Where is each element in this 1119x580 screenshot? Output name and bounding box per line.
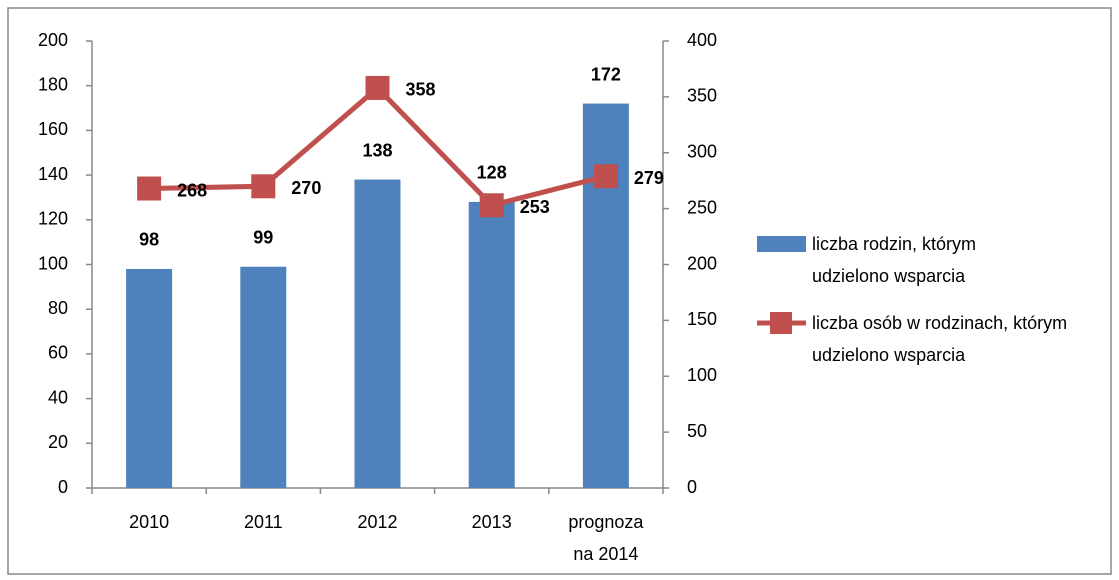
data-label: 358 [406,80,436,100]
y-tick-label: 160 [38,119,68,139]
bar [468,201,515,489]
y2-tick-label: 200 [687,253,717,273]
line-marker [251,174,276,199]
y-tick-label: 200 [38,30,68,50]
line-marker [365,75,390,100]
data-label: 253 [520,197,550,217]
legend-swatch [770,312,792,334]
y-tick-label: 180 [38,74,68,94]
y-tick-label: 40 [48,387,68,407]
line-marker [137,176,162,201]
legend-label: liczba rodzin, którym udzielono wsparcia [812,234,977,286]
y-tick-label: 80 [48,298,68,318]
y2-tick-label: 400 [687,30,717,50]
data-label: 138 [362,140,392,160]
y2-tick-label: 100 [687,365,717,385]
y-tick-label: 140 [38,164,68,184]
y2-tick-label: 300 [687,142,717,162]
data-label: 279 [634,168,664,188]
legend-swatch [757,236,806,252]
y2-tick-label: 0 [687,477,697,497]
bar [240,266,287,488]
x-tick-label: 2011 [243,512,283,532]
x-tick-label: 2012 [357,512,398,532]
legend-label: liczba osób w rodzinach, którym udzielon… [812,313,1068,365]
y-tick-label: 60 [48,343,68,363]
y2-tick-label: 350 [687,86,717,106]
y2-tick-label: 50 [687,421,707,441]
bar [582,103,629,488]
bar [354,179,401,488]
data-label: 268 [177,180,207,200]
y2-tick-label: 250 [687,197,717,217]
y-tick-label: 20 [48,432,68,452]
data-label: 172 [591,64,621,84]
data-label: 99 [253,227,273,247]
line-marker [479,193,504,218]
y-tick-label: 120 [38,209,68,229]
data-label: 128 [477,163,507,183]
data-label: 270 [291,178,321,198]
x-tick-label: 2010 [129,512,170,532]
y2-tick-label: 150 [687,309,717,329]
y-tick-label: 0 [58,477,68,497]
x-tick-label: prognoza na 2014 [568,512,644,564]
chart-border [7,7,1112,575]
x-tick-label: 2013 [471,512,512,532]
line-marker [593,164,618,189]
data-label: 98 [139,230,159,250]
bar [126,268,173,488]
y-tick-label: 100 [38,253,68,273]
